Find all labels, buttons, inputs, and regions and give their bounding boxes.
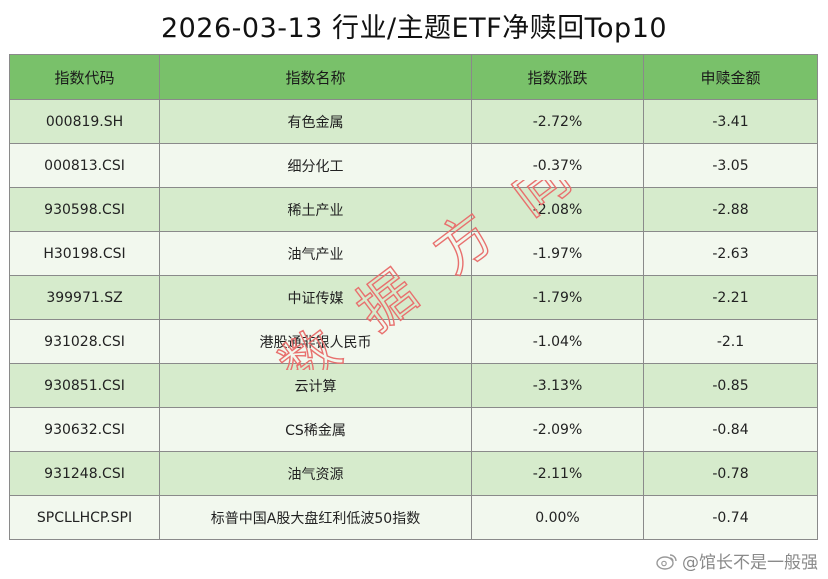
cell-index-code: 000819.SH	[9, 99, 160, 144]
table-row: 931248.CSI 油气资源 -2.11% -0.78	[9, 451, 818, 496]
table-row: 930851.CSI 云计算 -3.13% -0.85	[9, 363, 818, 408]
table-row: 931028.CSI 港股通非银人民币 -1.04% -2.1	[9, 319, 818, 364]
cell-index-change: -1.79%	[471, 275, 644, 320]
cell-index-change: -2.09%	[471, 407, 644, 452]
weibo-credit: @馆长不是一般强	[656, 548, 818, 573]
table-row: 930598.CSI 稀土产业 -2.08% -2.88	[9, 187, 818, 232]
cell-index-change: -2.11%	[471, 451, 644, 496]
cell-index-name: 港股通非银人民币	[159, 319, 472, 364]
cell-index-change: -2.72%	[471, 99, 644, 144]
cell-redemption-amount: -0.84	[643, 407, 818, 452]
cell-index-code: 930598.CSI	[9, 187, 160, 232]
cell-index-code: H30198.CSI	[9, 231, 160, 276]
cell-redemption-amount: -3.05	[643, 143, 818, 188]
cell-redemption-amount: -2.63	[643, 231, 818, 276]
cell-redemption-amount: -2.1	[643, 319, 818, 364]
header-index-change: 指数涨跌	[471, 54, 644, 100]
cell-index-change: -2.08%	[471, 187, 644, 232]
cell-redemption-amount: -2.21	[643, 275, 818, 320]
cell-index-name: 云计算	[159, 363, 472, 408]
table-row: 399971.SZ 中证传媒 -1.79% -2.21	[9, 275, 818, 320]
cell-index-change: -3.13%	[471, 363, 644, 408]
table-row: 000819.SH 有色金属 -2.72% -3.41	[9, 99, 818, 144]
cell-redemption-amount: -0.85	[643, 363, 818, 408]
header-redemption-amount: 申赎金额	[643, 54, 818, 100]
cell-index-code: 930632.CSI	[9, 407, 160, 452]
cell-redemption-amount: -3.41	[643, 99, 818, 144]
weibo-icon	[656, 553, 677, 570]
header-index-code: 指数代码	[9, 54, 160, 100]
cell-index-code: 930851.CSI	[9, 363, 160, 408]
cell-index-change: -1.97%	[471, 231, 644, 276]
cell-index-name: CS稀金属	[159, 407, 472, 452]
cell-index-change: -0.37%	[471, 143, 644, 188]
cell-index-code: 931028.CSI	[9, 319, 160, 364]
cell-index-code: 000813.CSI	[9, 143, 160, 188]
table-row: H30198.CSI 油气产业 -1.97% -2.63	[9, 231, 818, 276]
weibo-handle: @馆长不是一般强	[682, 553, 818, 573]
page-title: 2026-03-13 行业/主题ETF净赎回Top10	[160, 13, 668, 44]
table-row: 930632.CSI CS稀金属 -2.09% -0.84	[9, 407, 818, 452]
cell-index-name: 有色金属	[159, 99, 472, 144]
table-row: SPCLLHCP.SPI 标普中国A股大盘红利低波50指数 0.00% -0.7…	[9, 495, 818, 540]
cell-index-name: 细分化工	[159, 143, 472, 188]
cell-index-name: 标普中国A股大盘红利低波50指数	[159, 495, 472, 540]
table-header-row: 指数代码 指数名称 指数涨跌 申赎金额	[9, 54, 818, 100]
cell-redemption-amount: -2.88	[643, 187, 818, 232]
cell-index-name: 油气资源	[159, 451, 472, 496]
header-index-name: 指数名称	[159, 54, 472, 100]
cell-index-code: 931248.CSI	[9, 451, 160, 496]
etf-redemption-table: 指数代码 指数名称 指数涨跌 申赎金额 000819.SH 有色金属 -2.72…	[9, 54, 818, 540]
table-row: 000813.CSI 细分化工 -0.37% -3.05	[9, 143, 818, 188]
cell-index-code: 399971.SZ	[9, 275, 160, 320]
cell-redemption-amount: -0.78	[643, 451, 818, 496]
cell-index-change: 0.00%	[471, 495, 644, 540]
cell-redemption-amount: -0.74	[643, 495, 818, 540]
cell-index-name: 中证传媒	[159, 275, 472, 320]
cell-index-name: 稀土产业	[159, 187, 472, 232]
cell-index-change: -1.04%	[471, 319, 644, 364]
cell-index-code: SPCLLHCP.SPI	[9, 495, 160, 540]
cell-index-name: 油气产业	[159, 231, 472, 276]
